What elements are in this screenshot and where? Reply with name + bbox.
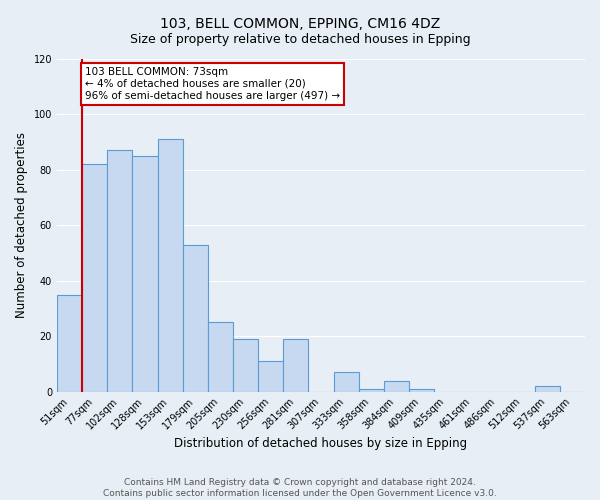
- Bar: [334, 372, 359, 392]
- Bar: [384, 380, 409, 392]
- Bar: [409, 389, 434, 392]
- Bar: [82, 164, 107, 392]
- Bar: [107, 150, 133, 392]
- X-axis label: Distribution of detached houses by size in Epping: Distribution of detached houses by size …: [175, 437, 467, 450]
- Bar: [258, 361, 283, 392]
- Text: Size of property relative to detached houses in Epping: Size of property relative to detached ho…: [130, 32, 470, 46]
- Text: 103, BELL COMMON, EPPING, CM16 4DZ: 103, BELL COMMON, EPPING, CM16 4DZ: [160, 18, 440, 32]
- Text: Contains HM Land Registry data © Crown copyright and database right 2024.
Contai: Contains HM Land Registry data © Crown c…: [103, 478, 497, 498]
- Text: 103 BELL COMMON: 73sqm
← 4% of detached houses are smaller (20)
96% of semi-deta: 103 BELL COMMON: 73sqm ← 4% of detached …: [85, 68, 340, 100]
- Y-axis label: Number of detached properties: Number of detached properties: [15, 132, 28, 318]
- Bar: [283, 339, 308, 392]
- Bar: [182, 244, 208, 392]
- Bar: [359, 389, 384, 392]
- Bar: [133, 156, 158, 392]
- Bar: [535, 386, 560, 392]
- Bar: [208, 322, 233, 392]
- Bar: [158, 140, 182, 392]
- Bar: [57, 294, 82, 392]
- Bar: [233, 339, 258, 392]
